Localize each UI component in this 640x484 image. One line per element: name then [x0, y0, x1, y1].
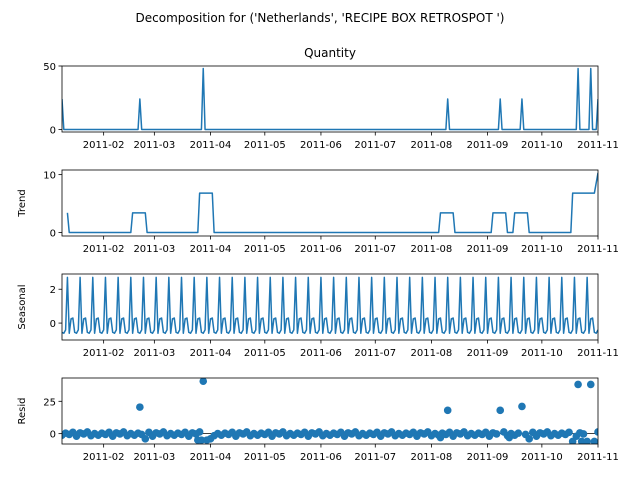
- trend-xtick-label: 2011-03: [133, 244, 175, 255]
- resid-point: [514, 429, 523, 437]
- trend-series: [66, 172, 598, 234]
- trend-xtick-label: 2011-06: [300, 244, 342, 255]
- resid-ytick-label: 0: [50, 430, 56, 441]
- trend-xtick-label: 2011-02: [83, 244, 125, 255]
- resid-xtick-label: 2011-10: [521, 452, 563, 463]
- trend-xtick-label: 2011-11: [577, 244, 619, 255]
- resid-point: [141, 435, 150, 443]
- seasonal-xtick-label: 2011-03: [133, 348, 175, 359]
- resid-point: [579, 430, 588, 438]
- observed-ytick-label: 50: [43, 62, 56, 73]
- observed-ytick-label: 0: [50, 125, 56, 136]
- resid-point: [568, 437, 577, 444]
- resid-point: [199, 378, 208, 386]
- trend-line: [66, 172, 598, 234]
- observed-panel-title: Quantity: [304, 46, 356, 60]
- resid-point: [590, 437, 598, 444]
- seasonal-xtick-label: 2011-09: [467, 348, 509, 359]
- resid-point: [505, 433, 514, 442]
- resid-point: [496, 406, 505, 415]
- trend-xtick-label: 2011-04: [190, 244, 232, 255]
- resid-point: [195, 428, 204, 436]
- resid-point: [586, 380, 595, 389]
- observed-series: [62, 67, 598, 131]
- seasonal-series: [62, 276, 598, 334]
- chart-title: Decomposition for ('Netherlands', 'RECIP…: [136, 11, 505, 25]
- resid-point: [574, 380, 582, 389]
- resid-ytick-label: 25: [43, 397, 56, 408]
- resid-point: [443, 406, 452, 415]
- observed-xtick-label: 2011-05: [244, 140, 286, 151]
- seasonal-ytick-label: 0: [50, 319, 56, 330]
- trend-ytick-label: 10: [43, 171, 56, 182]
- resid-point: [583, 437, 591, 444]
- resid-ylabel: Resid: [17, 398, 28, 425]
- resid-xtick-label: 2011-03: [133, 452, 175, 463]
- resid-xtick-label: 2011-08: [411, 452, 453, 463]
- seasonal-xtick-label: 2011-05: [244, 348, 286, 359]
- trend-ytick-label: 0: [50, 229, 56, 240]
- seasonal-ylabel: Seasonal: [17, 284, 28, 329]
- seasonal-xtick-label: 2011-04: [190, 348, 232, 359]
- resid-point: [565, 428, 573, 437]
- resid-xtick-label: 2011-05: [244, 452, 286, 463]
- observed-xtick-label: 2011-08: [411, 140, 453, 151]
- observed-xtick-label: 2011-07: [354, 140, 396, 151]
- trend-xtick-label: 2011-08: [411, 244, 453, 255]
- observed-xtick-label: 2011-04: [190, 140, 232, 151]
- seasonal-xtick-label: 2011-07: [354, 348, 396, 359]
- seasonal-xtick-label: 2011-10: [521, 348, 563, 359]
- resid-xtick-label: 2011-09: [467, 452, 509, 463]
- seasonal-xtick-label: 2011-08: [411, 348, 453, 359]
- seasonal-xtick-label: 2011-11: [577, 348, 619, 359]
- observed-axes-frame: [61, 65, 599, 133]
- trend-axes-frame: [61, 169, 599, 237]
- panel-observed: 0 50 2011-02 2011-03 2011-04 2011-05 2011-06 20…: [43, 46, 619, 151]
- resid-point: [518, 402, 526, 411]
- resid-series: [62, 378, 598, 444]
- resid-xtick-label: 2011-11: [577, 452, 619, 463]
- observed-xtick-label: 2011-09: [467, 140, 509, 151]
- observed-xtick-label: 2011-10: [521, 140, 563, 151]
- resid-point: [492, 430, 501, 438]
- seasonal-axes-frame: [61, 273, 599, 341]
- seasonal-xtick-label: 2011-02: [83, 348, 125, 359]
- resid-point: [206, 435, 215, 443]
- trend-xtick-label: 2011-07: [354, 244, 396, 255]
- observed-xtick-label: 2011-06: [300, 140, 342, 151]
- observed-xtick-label: 2011-03: [133, 140, 175, 151]
- resid-point: [197, 436, 206, 444]
- resid-xtick-label: 2011-07: [354, 452, 396, 463]
- trend-xtick-label: 2011-05: [244, 244, 286, 255]
- resid-xtick-label: 2011-06: [300, 452, 342, 463]
- observed-xtick-label: 2011-11: [577, 140, 619, 151]
- panel-resid: 0 25 2011-02 2011-03 2011-04 2011-05 2011-06 20…: [17, 377, 619, 463]
- resid-point: [436, 433, 445, 442]
- trend-xtick-label: 2011-09: [467, 244, 509, 255]
- trend-xtick-label: 2011-10: [521, 244, 563, 255]
- seasonal-line: [62, 276, 598, 334]
- observed-line: [62, 67, 598, 131]
- panel-trend: 0 10 2011-02 2011-03 2011-04 2011-05 2011-06 20…: [17, 169, 619, 255]
- resid-point: [594, 428, 598, 436]
- seasonal-ytick-label: 2: [50, 285, 56, 296]
- resid-point: [136, 403, 144, 411]
- resid-point: [525, 435, 533, 443]
- trend-ylabel: Trend: [17, 189, 28, 217]
- resid-xtick-label: 2011-02: [83, 452, 125, 463]
- resid-xtick-label: 2011-04: [190, 452, 232, 463]
- panel-seasonal: 0 2 2011-02 2011-03 2011-04 2011-05 2011-06 201…: [17, 273, 619, 359]
- observed-xtick-label: 2011-02: [83, 140, 125, 151]
- resid-axes-frame: [61, 377, 599, 445]
- seasonal-xtick-label: 2011-06: [300, 348, 342, 359]
